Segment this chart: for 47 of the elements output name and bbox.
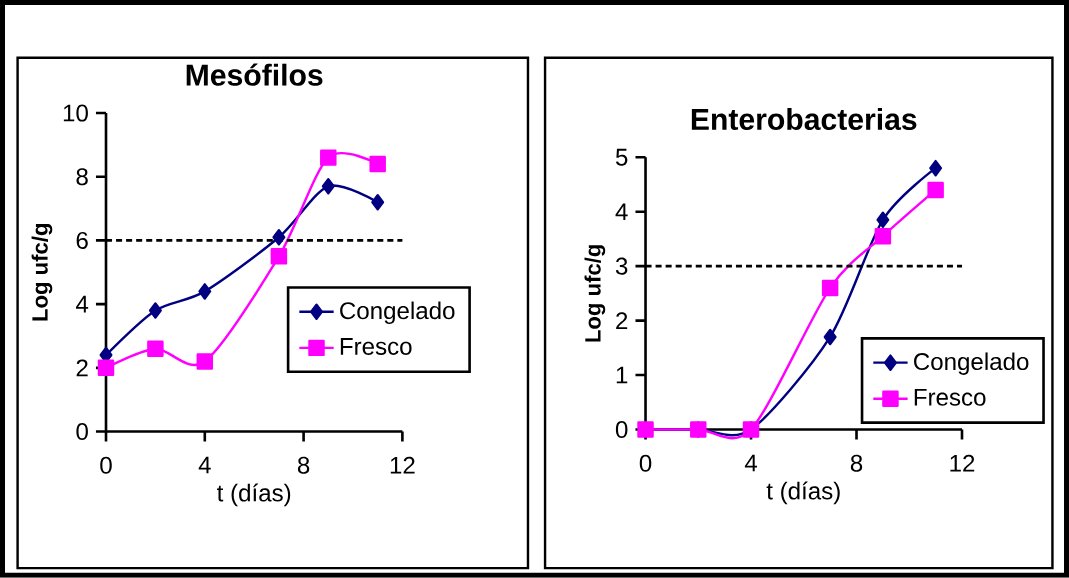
x-tick-label: 12 <box>390 456 415 474</box>
point <box>196 353 214 370</box>
chart-title: Enterobacterias <box>691 108 917 131</box>
y-tick-label: 5 <box>615 148 628 166</box>
point <box>371 194 385 211</box>
point <box>97 359 115 377</box>
x-tick-label: 12 <box>950 454 975 472</box>
x-tick-label: 0 <box>639 454 652 472</box>
y-tick-label: 4 <box>76 295 89 313</box>
y-tick-label: 10 <box>63 104 88 122</box>
y-tick-label: 0 <box>615 421 628 439</box>
y-tick-label: 3 <box>615 257 628 275</box>
point <box>270 248 288 265</box>
legend-label: Congelado <box>914 352 1029 376</box>
point <box>369 155 386 173</box>
x-tick-label: 4 <box>744 454 758 472</box>
y-tick-label: 0 <box>76 423 88 441</box>
y-tick-label: 8 <box>76 168 88 186</box>
y-tick-label: 6 <box>76 232 88 250</box>
y-axis-title: Log ufc/g <box>31 224 53 321</box>
point <box>929 160 943 177</box>
x-tick-label: 8 <box>297 456 310 474</box>
y-tick-label: 2 <box>76 359 88 377</box>
legend-label: Congelado <box>340 301 455 325</box>
point <box>198 283 212 300</box>
legend-label: Fresco <box>340 338 412 356</box>
point <box>823 328 837 346</box>
y-tick-label: 2 <box>616 312 628 330</box>
point <box>148 302 162 319</box>
chart-title: Mesófilos <box>186 63 323 86</box>
point <box>927 181 944 199</box>
point <box>821 279 839 297</box>
y-tick-label: 1 <box>616 366 628 384</box>
x-axis-title: t (días) <box>217 483 291 507</box>
point <box>876 211 890 229</box>
point <box>321 178 335 195</box>
y-axis-title: Log ufc/g <box>584 245 606 342</box>
y-tick-label: 4 <box>615 203 628 221</box>
x-axis-title: t (días) <box>766 481 840 505</box>
point <box>147 340 164 358</box>
point <box>320 149 337 166</box>
legend-label: Fresco <box>914 389 986 406</box>
point <box>874 228 892 245</box>
x-tick-label: 4 <box>198 456 211 474</box>
point <box>272 229 286 246</box>
x-tick-label: 8 <box>850 454 863 472</box>
x-tick-label: 0 <box>100 456 112 474</box>
